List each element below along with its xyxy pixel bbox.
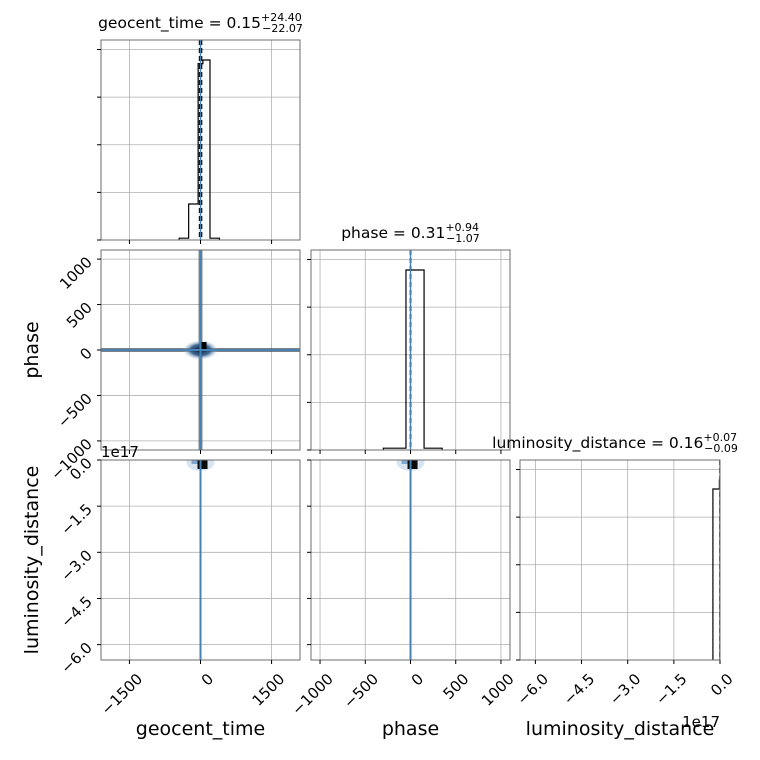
panel-content xyxy=(101,250,300,450)
y-offset-label: 1e17 xyxy=(101,443,139,461)
hist-panel-phase xyxy=(307,249,511,451)
x-tick-label: −1.5 xyxy=(652,670,690,708)
panel-content xyxy=(101,40,300,240)
x-tick-label: −1000 xyxy=(288,670,337,719)
title-plus: +0.94 xyxy=(445,221,479,234)
title-main: geocent_time = 0.15 xyxy=(98,14,261,33)
x-tick-label: 1500 xyxy=(249,670,289,710)
panel-border xyxy=(519,459,721,661)
density-peak xyxy=(407,460,418,469)
hist-panel-luminosity_distance xyxy=(516,459,721,661)
y-tick-label: −6.0 xyxy=(57,639,95,677)
histogram-luminosity_distance xyxy=(712,479,720,660)
2d-panel-geocent_time-vs-luminosity_distance xyxy=(100,459,301,661)
title-main: phase = 0.31 xyxy=(341,224,445,242)
y-tick-label: −4.5 xyxy=(57,593,95,631)
title-minus: −0.09 xyxy=(704,442,738,455)
panel-content xyxy=(520,460,720,660)
histogram-phase xyxy=(382,269,443,450)
density-peak xyxy=(197,460,208,469)
x-tick-label: −3.0 xyxy=(606,670,644,708)
panel-content xyxy=(101,460,300,660)
x-tick-label: 0 xyxy=(408,670,427,689)
x-tick-label: −1500 xyxy=(98,670,147,719)
hist-panel-geocent_time xyxy=(97,39,301,241)
panel-title-luminosity_distance: luminosity_distance = 0.16+0.07 −0.09 xyxy=(492,431,738,455)
x-tick-label: 0 xyxy=(198,670,217,689)
density-peak xyxy=(200,342,207,349)
y-axis-label-phase: phase xyxy=(21,321,43,378)
panel-title-geocent_time: geocent_time = 0.15+24.40 −22.07 xyxy=(98,11,303,35)
x-tick-label: 500 xyxy=(439,670,472,703)
y-tick-label: 500 xyxy=(63,299,96,332)
x-tick-label: −500 xyxy=(340,670,382,712)
panel-content xyxy=(311,250,510,450)
y-axis-label-luminosity_distance: luminosity_distance xyxy=(21,466,43,655)
x-offset-label: 1e17 xyxy=(682,713,720,731)
title-plus: +0.07 xyxy=(703,431,737,444)
title-main: luminosity_distance = 0.16 xyxy=(492,434,703,453)
y-tick-label: −1.5 xyxy=(57,500,95,538)
y-tick-label: 0 xyxy=(76,344,95,363)
title-minus: −1.07 xyxy=(446,232,480,245)
x-tick-label: 0.0 xyxy=(707,670,737,700)
density-contour xyxy=(401,460,408,464)
2d-panel-geocent_time-vs-phase xyxy=(100,249,301,451)
panel-content xyxy=(311,460,510,660)
title-minus: −22.07 xyxy=(262,22,303,35)
x-axis-label-phase: phase xyxy=(382,718,439,740)
density-contour xyxy=(191,460,198,464)
x-tick-label: −6.0 xyxy=(514,670,552,708)
x-tick-label: 1000 xyxy=(478,670,518,710)
x-tick-label: −4.5 xyxy=(560,670,598,708)
y-tick-label: 1000 xyxy=(56,253,96,293)
x-axis-label-luminosity_distance: luminosity_distance xyxy=(526,718,715,740)
x-axis-label-geocent_time: geocent_time xyxy=(136,718,265,740)
y-tick-label: −3.0 xyxy=(57,546,95,584)
y-tick-label: −500 xyxy=(54,390,96,432)
panel-title-phase: phase = 0.31+0.94 −1.07 xyxy=(341,221,480,245)
title-plus: +24.40 xyxy=(261,11,302,24)
2d-panel-phase-vs-luminosity_distance xyxy=(310,459,511,661)
